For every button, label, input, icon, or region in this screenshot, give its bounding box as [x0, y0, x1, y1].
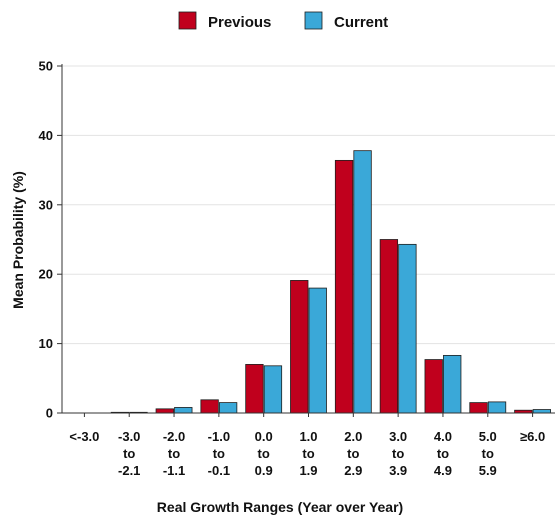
legend: Previous Current	[178, 11, 388, 31]
axes	[61, 64, 555, 414]
bar-current	[308, 287, 327, 414]
bar-previous	[200, 399, 219, 414]
legend-swatch	[304, 11, 323, 30]
bar-previous	[424, 359, 443, 414]
bar-current	[443, 354, 462, 414]
legend-item-previous: Previous	[178, 11, 271, 31]
x-tick-label: 3.0 to 3.9	[389, 429, 407, 478]
x-tick-label: -1.0 to -0.1	[208, 429, 230, 478]
bar-previous	[379, 239, 399, 414]
y-tick-label: 0	[46, 406, 53, 421]
bar-previous	[245, 364, 264, 414]
bar-previous	[469, 402, 488, 414]
x-axis-title: Real Growth Ranges (Year over Year)	[157, 499, 403, 515]
legend-label: Previous	[208, 14, 271, 31]
bar-current	[218, 402, 238, 414]
bar-previous	[290, 280, 309, 414]
bar-current	[353, 150, 372, 414]
x-tick-label: 0.0 to 0.9	[255, 429, 273, 478]
x-tick-label: -3.0 to -2.1	[118, 429, 140, 478]
bar-previous	[155, 408, 174, 414]
y-tick-labels: 0 10 20 30 40 50	[39, 59, 62, 421]
y-tick-label: 40	[39, 128, 53, 143]
bar-current	[174, 407, 193, 414]
bar-current	[398, 243, 417, 414]
x-tick-label: 5.0 to 5.9	[479, 429, 497, 478]
y-tick-label: 20	[39, 267, 53, 282]
x-tick-label: 4.0 to 4.9	[434, 429, 452, 478]
gridlines	[62, 65, 555, 345]
legend-item-current: Current	[304, 11, 388, 31]
bars	[110, 150, 551, 414]
x-tick-label: 2.0 to 2.9	[344, 429, 362, 478]
legend-label: Current	[334, 14, 388, 31]
y-axis-title: Mean Probability (%)	[10, 171, 26, 309]
bar-previous	[334, 159, 354, 414]
bar-current	[487, 401, 507, 414]
y-tick-label: 10	[39, 336, 53, 351]
y-tick-label: 30	[39, 197, 53, 212]
x-tick-label: -2.0 to -1.1	[163, 429, 185, 478]
x-tick-labels: <-3.0 -3.0 to -2.1 -2.0 to -1.1 -1.0 to -0.1 0.0 to…	[69, 413, 545, 478]
bar-current	[532, 409, 551, 414]
x-tick-label: <-3.0	[69, 429, 99, 444]
x-tick-label: ≥6.0	[520, 429, 545, 444]
bar-current	[263, 365, 283, 414]
y-tick-label: 50	[39, 59, 53, 74]
legend-swatch	[178, 11, 197, 30]
x-tick-label: 1.0 to 1.9	[299, 429, 317, 478]
